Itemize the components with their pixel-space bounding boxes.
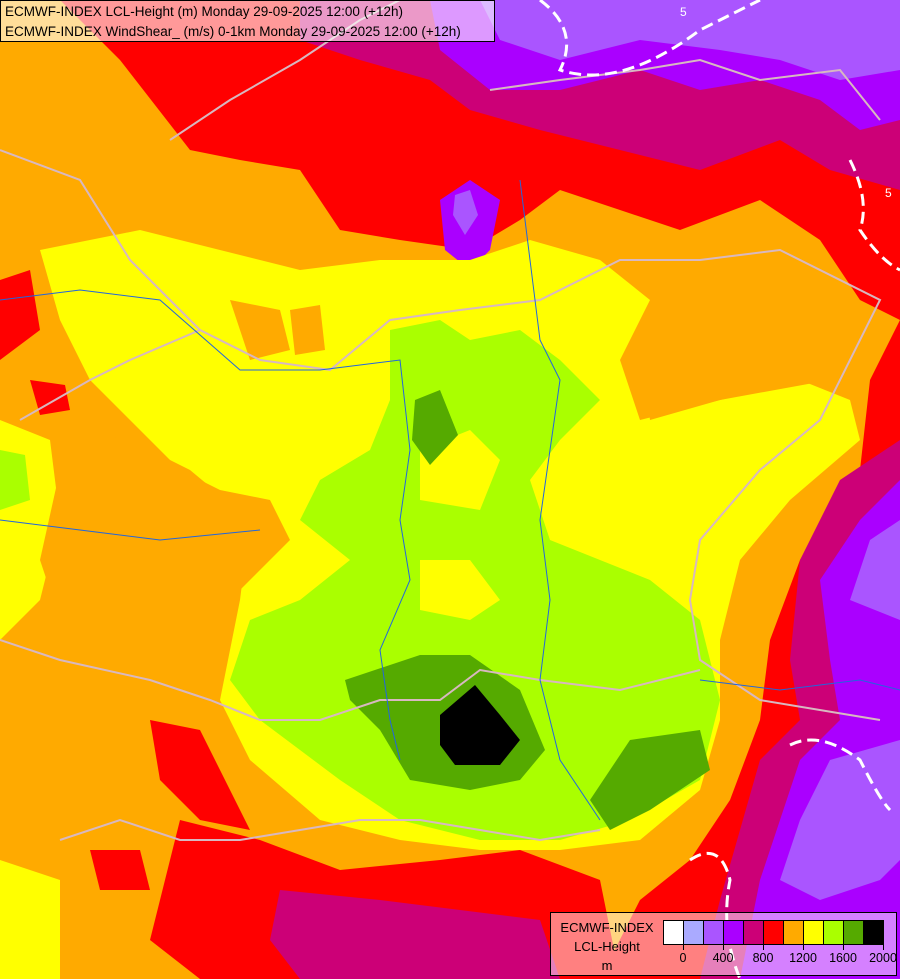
legend-tick <box>723 944 724 950</box>
legend-swatch <box>764 921 784 944</box>
legend-tick-label: 800 <box>752 951 774 965</box>
map-region-lightpurple-north <box>480 0 900 80</box>
contour-label: 5 <box>885 186 892 200</box>
legend-swatch <box>664 921 684 944</box>
rivers <box>0 179 900 821</box>
title-line-1: ECMWF-INDEX LCL-Height (m) Monday 29-09-… <box>5 4 404 19</box>
legend-tick <box>843 944 844 950</box>
legend-swatch <box>704 921 724 944</box>
map-region-lightpurple-east <box>780 520 900 900</box>
legend-tick-label: 0 <box>679 951 687 965</box>
legend-swatch <box>864 921 883 944</box>
map-region-black <box>440 685 520 765</box>
legend-tick-label: 1600 <box>829 951 857 965</box>
contour-label: 5 <box>680 5 687 19</box>
legend-swatch <box>684 921 704 944</box>
legend-tick <box>763 944 764 950</box>
legend-variable: LCL-Height <box>574 939 640 954</box>
legend-swatch <box>744 921 764 944</box>
legend-tick-label: 400 <box>712 951 734 965</box>
legend-tick <box>683 944 684 950</box>
map-title: ECMWF-INDEX LCL-Height (m) Monday 29-09-… <box>0 0 495 42</box>
map-region-green-north <box>412 390 458 465</box>
legend-tick <box>883 944 884 950</box>
legend-swatch <box>844 921 864 944</box>
country-borders <box>0 0 882 842</box>
legend-swatch <box>824 921 844 944</box>
legend-swatches <box>663 920 884 945</box>
legend-tick-label: 2000 <box>869 951 897 965</box>
legend-source: ECMWF-INDEX <box>560 920 654 935</box>
map-region-magenta-south <box>270 890 560 979</box>
legend-tick-label: 1200 <box>789 951 817 965</box>
legend-swatch <box>784 921 804 944</box>
legend-swatch <box>804 921 824 944</box>
color-legend: ECMWF-INDEX LCL-Height m 0 400 800 1200 1600… <box>550 912 897 976</box>
legend-unit: m <box>601 958 613 973</box>
title-line-2: ECMWF-INDEX WindShear_ (m/s) 0-1km Monda… <box>5 24 461 39</box>
legend-tick <box>803 944 804 950</box>
legend-swatch <box>724 921 744 944</box>
